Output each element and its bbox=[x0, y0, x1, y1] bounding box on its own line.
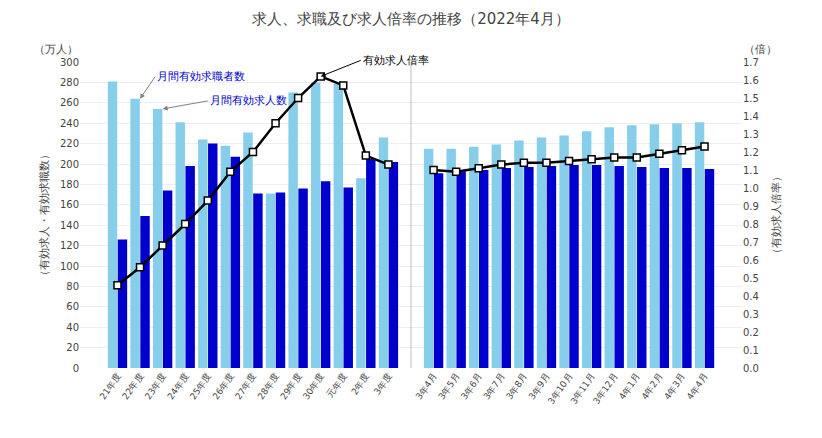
svg-text:4年4月: 4年4月 bbox=[685, 371, 710, 401]
svg-text:3年11月: 3年11月 bbox=[569, 371, 597, 406]
svg-text:4年1月: 4年1月 bbox=[617, 371, 642, 401]
svg-text:3年12月: 3年12月 bbox=[591, 371, 619, 406]
svg-text:60: 60 bbox=[66, 301, 79, 312]
svg-text:22年度: 22年度 bbox=[120, 371, 145, 401]
svg-text:0.9: 0.9 bbox=[743, 201, 759, 212]
svg-text:元年度: 元年度 bbox=[325, 371, 349, 399]
svg-text:（倍）: （倍） bbox=[744, 43, 777, 56]
svg-text:21年度: 21年度 bbox=[98, 371, 123, 401]
svg-text:1.1: 1.1 bbox=[743, 165, 759, 176]
svg-text:（有効求人・有効求職数）: （有効求人・有効求職数） bbox=[38, 149, 51, 281]
svg-text:0.1: 0.1 bbox=[743, 345, 759, 356]
svg-text:3年度: 3年度 bbox=[372, 371, 394, 396]
svg-text:3年4月: 3年4月 bbox=[414, 371, 439, 401]
svg-text:100: 100 bbox=[60, 261, 79, 272]
svg-text:1.7: 1.7 bbox=[743, 57, 759, 68]
svg-text:3年7月: 3年7月 bbox=[482, 371, 507, 401]
svg-text:200: 200 bbox=[60, 159, 79, 170]
svg-text:（万人）: （万人） bbox=[34, 43, 78, 56]
svg-text:24年度: 24年度 bbox=[165, 371, 190, 401]
svg-text:25年度: 25年度 bbox=[188, 371, 213, 401]
svg-text:0: 0 bbox=[73, 363, 79, 374]
svg-text:3年5月: 3年5月 bbox=[436, 371, 461, 401]
svg-text:0.6: 0.6 bbox=[743, 255, 759, 266]
svg-text:120: 120 bbox=[60, 240, 79, 251]
svg-text:28年度: 28年度 bbox=[256, 371, 281, 401]
svg-text:4年2月: 4年2月 bbox=[640, 371, 665, 401]
svg-text:29年度: 29年度 bbox=[278, 371, 303, 401]
svg-text:280: 280 bbox=[60, 77, 79, 88]
svg-text:有効求人倍率: 有効求人倍率 bbox=[363, 54, 429, 67]
svg-text:260: 260 bbox=[60, 97, 79, 108]
svg-text:月間有効求人数: 月間有効求人数 bbox=[210, 94, 287, 107]
svg-text:30年度: 30年度 bbox=[301, 371, 326, 401]
svg-text:0.7: 0.7 bbox=[743, 237, 759, 248]
svg-text:23年度: 23年度 bbox=[143, 371, 168, 401]
svg-text:240: 240 bbox=[60, 118, 79, 129]
svg-text:27年度: 27年度 bbox=[233, 371, 258, 401]
svg-text:1.6: 1.6 bbox=[743, 75, 759, 86]
svg-text:0.0: 0.0 bbox=[743, 363, 759, 374]
svg-text:1.3: 1.3 bbox=[743, 129, 759, 140]
svg-text:0.4: 0.4 bbox=[743, 291, 759, 302]
svg-text:26年度: 26年度 bbox=[211, 371, 236, 401]
svg-text:2年度: 2年度 bbox=[349, 371, 371, 396]
svg-text:3年9月: 3年9月 bbox=[527, 371, 552, 401]
svg-text:80: 80 bbox=[66, 281, 79, 292]
svg-text:1.2: 1.2 bbox=[743, 147, 759, 158]
svg-text:0.3: 0.3 bbox=[743, 309, 759, 320]
svg-text:求人、求職及び求人倍率の推移（2022年4月）: 求人、求職及び求人倍率の推移（2022年4月） bbox=[252, 10, 570, 28]
svg-text:3年8月: 3年8月 bbox=[504, 371, 529, 401]
svg-text:4年3月: 4年3月 bbox=[662, 371, 687, 401]
svg-text:0.2: 0.2 bbox=[743, 327, 759, 338]
svg-text:0.8: 0.8 bbox=[743, 219, 759, 230]
svg-text:1.4: 1.4 bbox=[743, 111, 759, 122]
svg-text:20: 20 bbox=[66, 342, 79, 353]
svg-text:220: 220 bbox=[60, 138, 79, 149]
svg-text:160: 160 bbox=[60, 199, 79, 210]
svg-text:140: 140 bbox=[60, 220, 79, 231]
svg-text:3年10月: 3年10月 bbox=[546, 371, 574, 406]
svg-text:300: 300 bbox=[60, 57, 79, 68]
svg-text:1.5: 1.5 bbox=[743, 93, 759, 104]
svg-text:40: 40 bbox=[66, 322, 79, 333]
svg-text:180: 180 bbox=[60, 179, 79, 190]
svg-text:1.0: 1.0 bbox=[743, 183, 759, 194]
svg-text:0.5: 0.5 bbox=[743, 273, 759, 284]
svg-text:（有効求人倍率）: （有効求人倍率） bbox=[770, 171, 783, 259]
svg-text:月間有効求職者数: 月間有効求職者数 bbox=[157, 70, 245, 83]
svg-text:3年6月: 3年6月 bbox=[459, 371, 484, 401]
